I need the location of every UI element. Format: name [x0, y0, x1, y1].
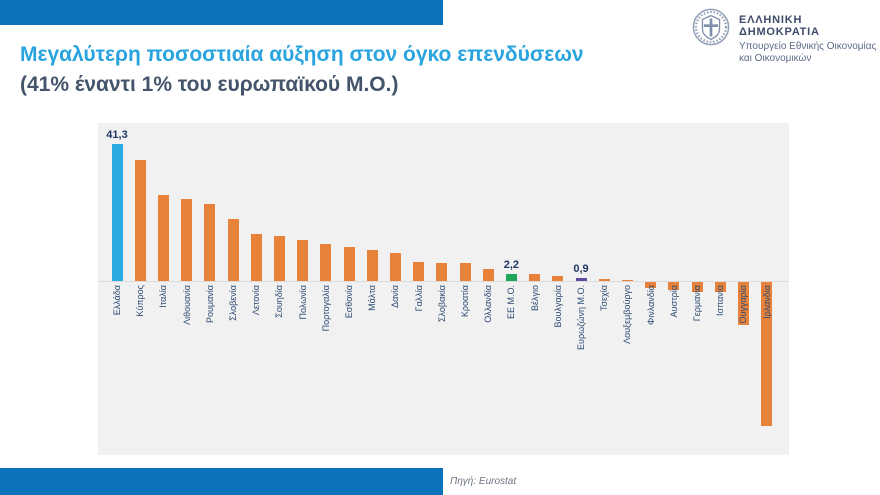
bar-Ιταλία — [157, 194, 169, 281]
x-axis-label-Λετονία: Λετονία — [251, 285, 262, 316]
ministry-text: ΕΛΛΗΝΙΚΗ ΔΗΜΟΚΡΑΤΙΑ Υπουργείο Εθνικής Οι… — [739, 8, 880, 65]
bar-Ουγγαρία — [737, 282, 749, 326]
bottom-accent-bar — [0, 468, 443, 495]
source-note: Πηγή: Eurostat — [450, 476, 517, 487]
x-axis-label-Τσεχία: Τσεχία — [599, 285, 610, 312]
x-axis-label-Ουγγαρία: Ουγγαρία — [738, 285, 749, 324]
bar-Δανία — [389, 252, 401, 281]
x-axis-label-Ολλανδία: Ολλανδία — [483, 285, 494, 323]
bar-Τσεχία — [598, 278, 610, 281]
bar-Αυστρία — [668, 282, 680, 291]
slide-title: Μεγαλύτερη ποσοστιαία αύξηση στον όγκο ε… — [20, 40, 660, 100]
ministry-logo: ΕΛΛΗΝΙΚΗ ΔΗΜΟΚΡΑΤΙΑ Υπουργείο Εθνικής Οι… — [692, 8, 880, 65]
x-axis-label-Εσθονία: Εσθονία — [344, 285, 354, 319]
bar-Ιρλανδία — [761, 282, 773, 426]
x-axis-label-Ελλάδα: Ελλάδα — [112, 285, 122, 316]
org-dept-line1: Υπουργείο Εθνικής Οικονομίας — [739, 41, 877, 52]
value-label-Ελλάδα: 41,3 — [106, 129, 128, 142]
x-axis-label-Βουλγαρία: Βουλγαρία — [552, 285, 563, 328]
x-axis-label-Μάλτα: Μάλτα — [367, 285, 378, 311]
org-name: ΕΛΛΗΝΙΚΗ ΔΗΜΟΚΡΑΤΙΑ — [739, 14, 820, 38]
title-line2: (41% έναντι 1% του ευρωπαϊκού Μ.Ο.) — [20, 73, 399, 96]
bar-Σλοβακία — [436, 263, 448, 281]
bar-Φινλανδία — [645, 282, 657, 288]
bar-Ευρωζώνη Μ.Ο. — [575, 278, 587, 281]
x-axis-label-Γερμανία: Γερμανία — [692, 285, 702, 322]
org-dept: Υπουργείο Εθνικής Οικονομίας και Οικονομ… — [739, 41, 880, 65]
x-axis-label-Λουξεμβούργο: Λουξεμβούργο — [622, 285, 633, 344]
bar-Πορτογαλία — [320, 243, 332, 281]
bar-Λουξεμβούργο — [621, 280, 633, 282]
x-axis-label-Ιρλανδία: Ιρλανδία — [761, 285, 772, 319]
bar-Κύπρος — [134, 160, 146, 281]
bar-Μάλτα — [366, 250, 378, 281]
greek-coat-of-arms-icon — [692, 8, 730, 46]
x-axis-label-Πορτογαλία: Πορτογαλία — [320, 285, 331, 332]
title-line1: Μεγαλύτερη ποσοστιαία αύξηση στον όγκο ε… — [20, 43, 584, 66]
x-axis-label-Γαλλία: Γαλλία — [413, 285, 424, 312]
bar-Σλοβενία — [227, 219, 239, 281]
x-axis-label-Λιθουανία: Λιθουανία — [181, 285, 192, 325]
value-label-ΕΕ Μ.Ο.: 2,2 — [503, 258, 520, 271]
x-axis-label-Σλοβενία: Σλοβενία — [228, 285, 238, 321]
bar-Ολλανδία — [482, 269, 494, 281]
x-axis-label-Αυστρία: Αυστρία — [668, 285, 679, 318]
x-axis-label-Φινλανδία: Φινλανδία — [645, 285, 656, 325]
x-axis-label-Ιταλία: Ιταλία — [158, 285, 169, 308]
bar-Βέλγιο — [529, 274, 541, 281]
top-accent-bar — [0, 0, 443, 25]
bar-Ρουμανία — [204, 204, 216, 281]
bar-Βουλγαρία — [552, 276, 564, 281]
x-axis-label-Σλοβακία: Σλοβακία — [436, 285, 447, 323]
x-axis-label-Κροατία: Κροατία — [460, 285, 470, 318]
bar-Λιθουανία — [181, 199, 193, 281]
org-dept-line2: και Οικονομικών — [739, 53, 812, 64]
bar-chart: Ελλάδα 41,3 Κύπρος Ιταλία Λιθουανία Ρουμανία Σ… — [98, 123, 789, 455]
x-axis-label-ΕΕ Μ.Ο.: ΕΕ Μ.Ο. — [506, 285, 517, 320]
x-axis-label-Ισπανία: Ισπανία — [715, 285, 726, 317]
value-label-Ευρωζώνη Μ.Ο.: 0,9 — [573, 263, 589, 276]
x-axis-label-Κύπρος: Κύπρος — [135, 285, 146, 317]
x-axis-label-Ρουμανία: Ρουμανία — [204, 285, 215, 324]
x-axis-label-Δανία: Δανία — [390, 285, 401, 308]
x-axis-label-Πολωνία: Πολωνία — [297, 285, 308, 320]
bar-Γερμανία — [691, 282, 703, 292]
chart-plot: Ελλάδα 41,3 Κύπρος Ιταλία Λιθουανία Ρουμανία Σ… — [98, 123, 789, 455]
x-axis-label-Σουηδία: Σουηδία — [274, 285, 285, 318]
x-axis-label-Ευρωζώνη Μ.Ο.: Ευρωζώνη Μ.Ο. — [576, 285, 586, 350]
bar-Ισπανία — [714, 282, 726, 292]
x-axis-label-Βέλγιο: Βέλγιο — [529, 285, 540, 312]
zero-axis-line — [98, 281, 789, 282]
bar-ΕΕ Μ.Ο. — [505, 273, 517, 281]
bar-Γαλλία — [413, 261, 425, 281]
bar-Κροατία — [459, 263, 471, 281]
bar-Σουηδία — [273, 235, 285, 281]
bar-Ελλάδα — [111, 144, 123, 281]
bar-Εσθονία — [343, 246, 355, 281]
bar-Πολωνία — [297, 239, 309, 281]
bar-Λετονία — [250, 234, 262, 281]
